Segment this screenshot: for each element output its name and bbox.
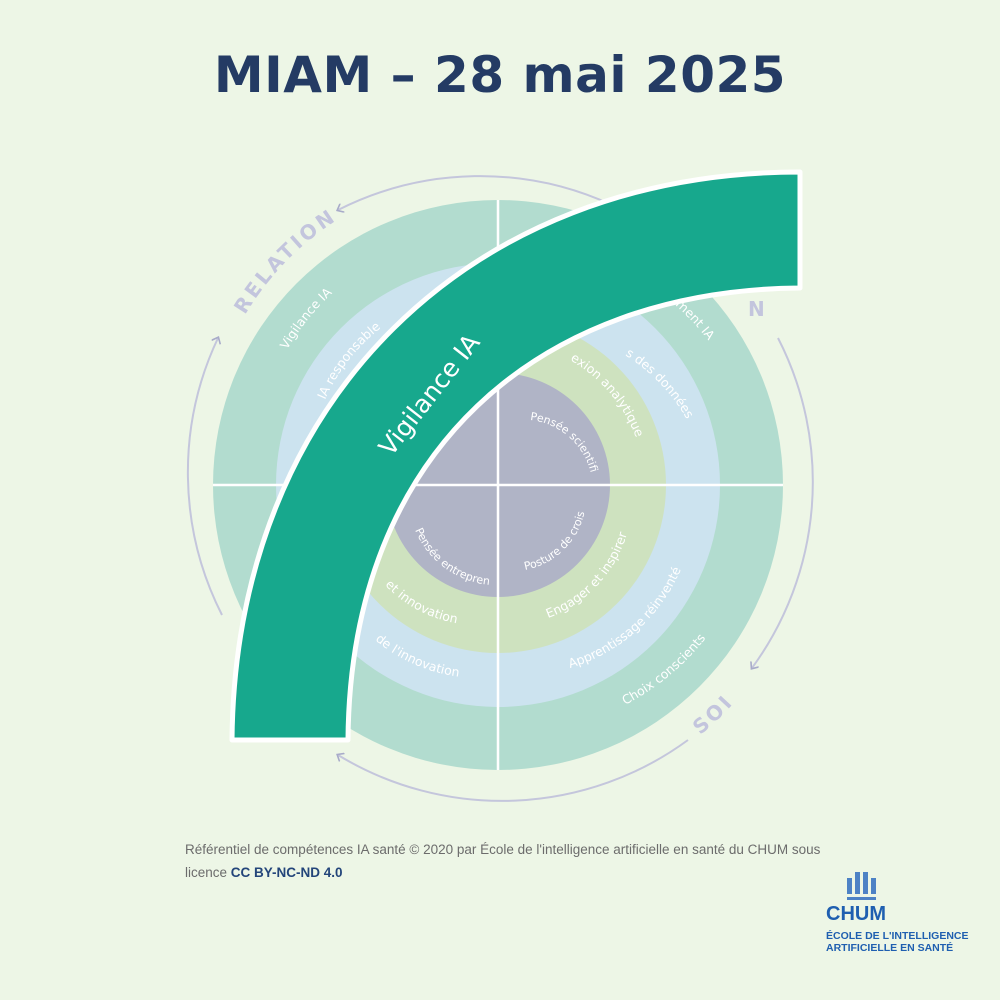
chum-logo: CHUM ÉCOLE DE L'INTELLIGENCE ARTIFICIELL… xyxy=(826,864,986,954)
logo-subtitle-line2: ARTIFICIELLE EN SANTÉ xyxy=(826,942,954,954)
page-title: MIAM – 28 mai 2025 xyxy=(213,46,787,104)
chum-logo-icon xyxy=(845,864,885,900)
license-link[interactable]: CC BY-NC-ND 4.0 xyxy=(230,865,343,880)
logo-subtitle: ÉCOLE DE L'INTELLIGENCE ARTIFICIELLE EN … xyxy=(826,930,986,954)
cycle-arrows xyxy=(186,175,814,802)
quadrant-label-partial: N xyxy=(748,297,765,321)
credit-body: Référentiel de compétences IA santé © 20… xyxy=(185,842,821,880)
vigilance-banner xyxy=(229,169,803,743)
logo-subtitle-line1: ÉCOLE DE L'INTELLIGENCE xyxy=(826,930,969,942)
logo-name: CHUM xyxy=(826,903,886,925)
quadrant-label-soi: SOI xyxy=(688,689,739,739)
credit-text: Référentiel de compétences IA santé © 20… xyxy=(185,838,825,884)
